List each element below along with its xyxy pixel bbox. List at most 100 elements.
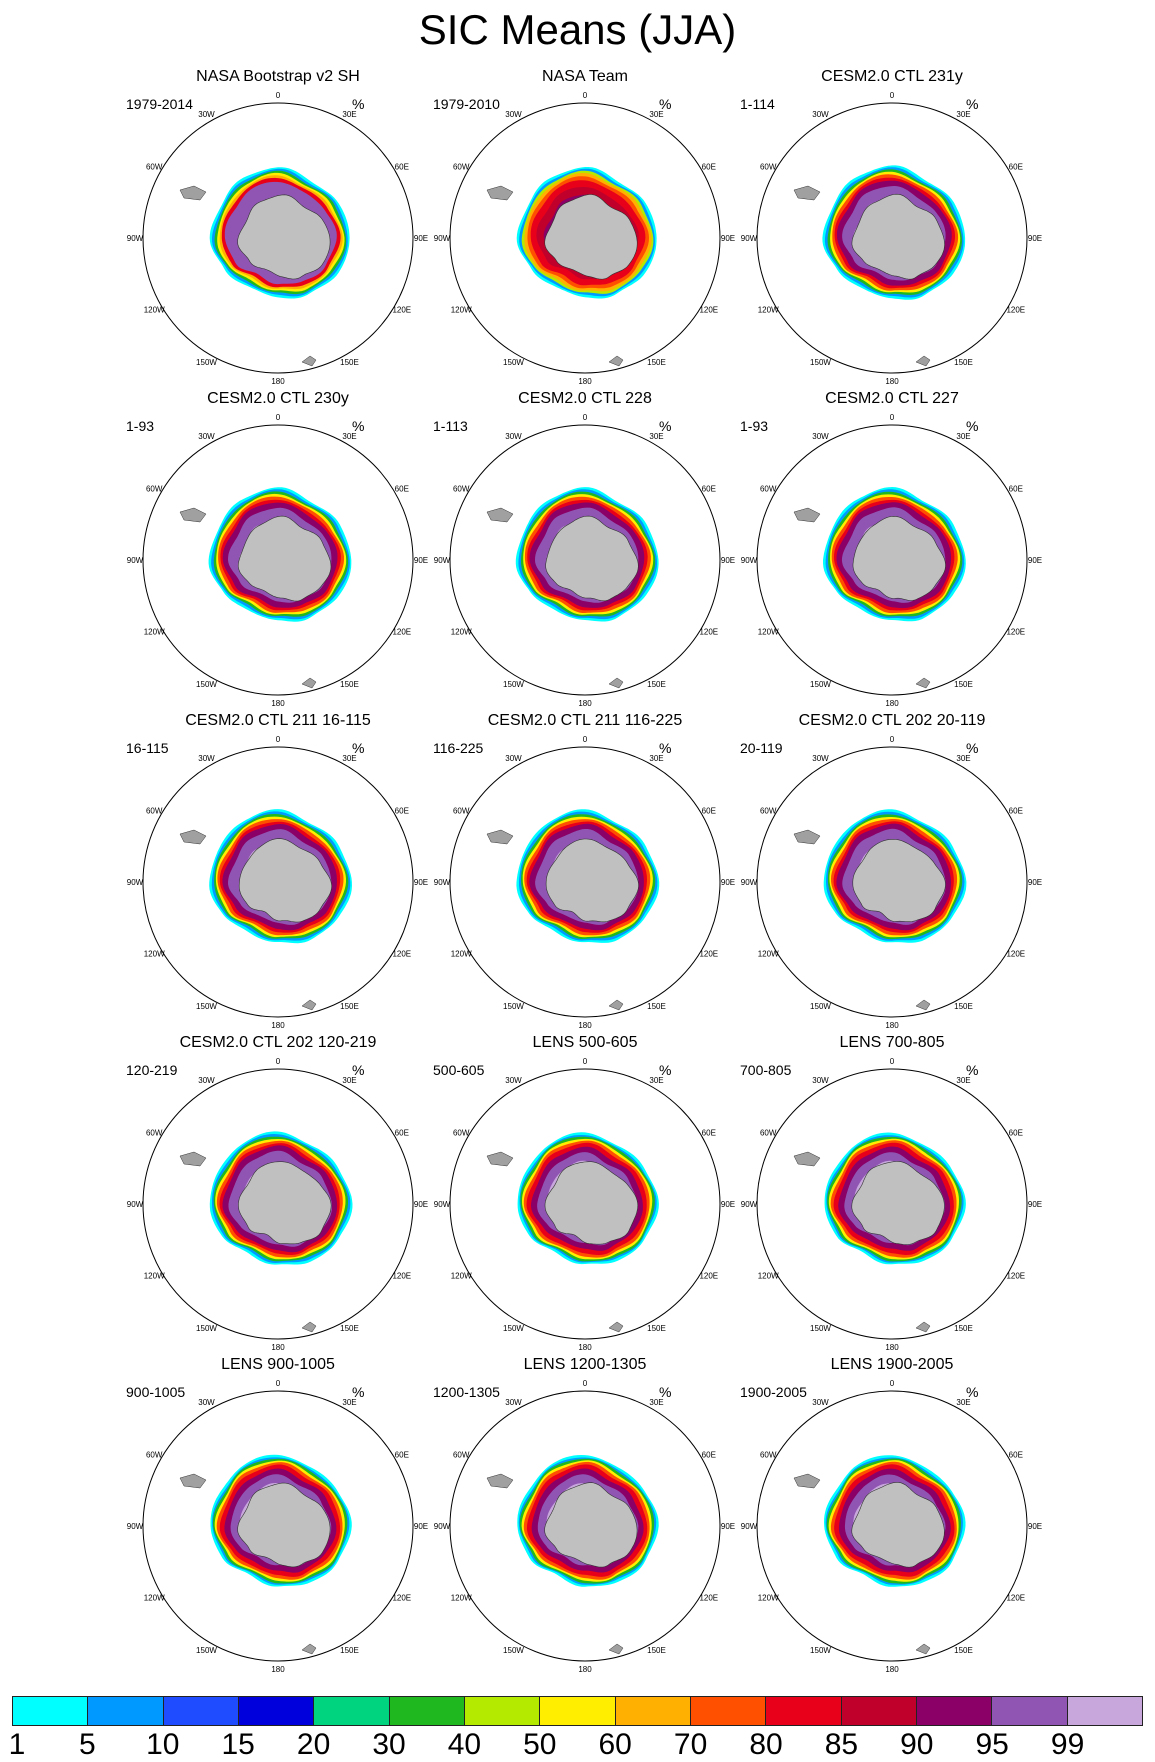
- polar-map: 0 30E 60E 90E 120E 150E 180 150W 120W 90W 60W 30W: [434, 1379, 735, 1674]
- longitude-label: 180: [271, 1021, 285, 1030]
- panel-title: CESM2.0 CTL 211 16-115: [185, 712, 371, 729]
- colorbar-label: 20: [296, 1728, 331, 1761]
- new-zealand-fragment: [301, 1643, 317, 1655]
- map-panel: NASA Bootstrap v2 SH 1979-2014% 0 30E 60E 90E…: [108, 68, 448, 388]
- longitude-label: 90W: [127, 878, 144, 887]
- longitude-label: 30W: [505, 754, 522, 763]
- longitude-label: 0: [890, 91, 895, 100]
- longitude-label: 30W: [505, 110, 522, 119]
- panel-units: %: [352, 1384, 365, 1400]
- antarctica-land: [851, 193, 945, 280]
- longitude-label: 60W: [146, 1129, 163, 1138]
- colorbar-label: 30: [372, 1728, 406, 1761]
- longitude-label: 150W: [810, 358, 831, 367]
- map-panel: CESM2.0 CTL 230y 1-93% 0 30E 60E 90E 120E 150E 1…: [108, 390, 448, 710]
- longitude-label: 120W: [144, 1594, 165, 1603]
- panel-title: NASA Team: [542, 68, 628, 85]
- colorbar-swatch: [314, 1697, 390, 1725]
- longitude-label: 120W: [451, 1272, 472, 1281]
- polar-map: 0 30E 60E 90E 120E 150E 180 150W 120W 90W 60W 30W: [127, 413, 428, 708]
- panel-title: CESM2.0 CTL 228: [518, 390, 652, 407]
- south-america-tip: [486, 1473, 514, 1489]
- longitude-label: 180: [885, 1021, 899, 1030]
- polar-map: 0 30E 60E 90E 120E 150E 180 150W 120W 90W 60W 30W: [127, 1379, 428, 1674]
- south-america-tip: [793, 507, 821, 523]
- colorbar-swatch: [916, 1697, 993, 1725]
- panel-units: %: [659, 96, 672, 112]
- longitude-label: 90E: [721, 556, 735, 565]
- map-panel: CESM2.0 CTL 211 16-115 16-115% 0 30E 60E 90E 1…: [108, 712, 448, 1032]
- longitude-label: 120E: [1006, 628, 1025, 637]
- longitude-label: 30W: [812, 1398, 829, 1407]
- longitude-label: 0: [276, 735, 281, 744]
- map-panel: LENS 700-805 700-805% 0 30E 60E 90E 120E 150E 18…: [722, 1034, 1062, 1354]
- new-zealand-fragment: [608, 999, 624, 1011]
- longitude-label: 60E: [395, 1451, 409, 1460]
- longitude-label: 60E: [702, 1129, 716, 1138]
- colorbar-swatch: [238, 1697, 315, 1725]
- longitude-label: 60E: [1009, 485, 1023, 494]
- longitude-label: 150E: [954, 1324, 973, 1333]
- longitude-label: 150E: [340, 680, 359, 689]
- longitude-label: 30E: [956, 110, 970, 119]
- panel-grid: NASA Bootstrap v2 SH 1979-2014% 0 30E 60E 90E…: [108, 68, 1062, 1674]
- longitude-label: 90E: [414, 878, 428, 887]
- longitude-label: 60W: [146, 1451, 163, 1460]
- colorbar: [12, 1696, 1143, 1726]
- longitude-label: 60W: [760, 485, 777, 494]
- panel-units: %: [659, 1384, 672, 1400]
- longitude-label: 120E: [1006, 1272, 1025, 1281]
- south-america-tip: [179, 1473, 207, 1489]
- longitude-label: 90E: [1028, 1200, 1042, 1209]
- longitude-label: 30W: [812, 1076, 829, 1085]
- longitude-label: 30E: [956, 754, 970, 763]
- longitude-label: 120E: [699, 306, 718, 315]
- longitude-label: 150W: [503, 1324, 524, 1333]
- new-zealand-fragment: [608, 355, 624, 367]
- longitude-label: 120W: [758, 1594, 779, 1603]
- longitude-label: 120W: [144, 306, 165, 315]
- panel-title: CESM2.0 CTL 202 20-119: [798, 712, 986, 729]
- new-zealand-fragment: [915, 1321, 931, 1333]
- longitude-label: 0: [890, 413, 895, 422]
- longitude-label: 60E: [395, 1129, 409, 1138]
- polar-map: 0 30E 60E 90E 120E 150E 180 150W 120W 90W 60W 30W: [434, 735, 735, 1030]
- longitude-label: 90W: [741, 1200, 758, 1209]
- panel-years: 20-119: [740, 740, 783, 756]
- polar-map: 0 30E 60E 90E 120E 150E 180 150W 120W 90W 60W 30W: [127, 735, 428, 1030]
- colorbar-swatch: [992, 1697, 1068, 1725]
- longitude-label: 90E: [721, 1522, 735, 1531]
- longitude-label: 180: [885, 377, 899, 386]
- south-america-tip: [179, 829, 207, 845]
- longitude-label: 60W: [146, 807, 163, 816]
- longitude-label: 60E: [395, 485, 409, 494]
- antarctica-land: [238, 838, 333, 923]
- longitude-label: 30E: [649, 110, 663, 119]
- colorbar-swatch: [690, 1697, 767, 1725]
- longitude-label: 120E: [1006, 950, 1025, 959]
- panel-years: 700-805: [740, 1062, 792, 1078]
- colorbar-label: 40: [447, 1728, 482, 1761]
- longitude-label: 30E: [956, 432, 970, 441]
- polar-map: 0 30E 60E 90E 120E 150E 180 150W 120W 90W 60W 30W: [434, 413, 735, 708]
- longitude-label: 150E: [340, 358, 359, 367]
- new-zealand-fragment: [608, 1643, 624, 1655]
- longitude-label: 60W: [760, 163, 777, 172]
- longitude-label: 120E: [699, 950, 718, 959]
- south-america-tip: [179, 185, 207, 201]
- longitude-label: 0: [276, 91, 281, 100]
- longitude-label: 150E: [340, 1646, 359, 1655]
- colorbar-swatch: [13, 1697, 89, 1725]
- panel-title: CESM2.0 CTL 230y: [207, 390, 349, 407]
- longitude-label: 0: [276, 1379, 281, 1388]
- polar-map: 0 30E 60E 90E 120E 150E 180 150W 120W 90W 60W 30W: [741, 1379, 1042, 1674]
- longitude-label: 180: [578, 377, 592, 386]
- polar-map: 0 30E 60E 90E 120E 150E 180 150W 120W 90W 60W 30W: [434, 91, 735, 386]
- longitude-label: 60W: [146, 485, 163, 494]
- panel-years: 1900-2005: [740, 1384, 807, 1400]
- antarctica-land: [851, 1161, 945, 1245]
- longitude-label: 90E: [414, 234, 428, 243]
- longitude-label: 150E: [647, 680, 666, 689]
- longitude-label: 60E: [1009, 807, 1023, 816]
- longitude-label: 120E: [392, 950, 411, 959]
